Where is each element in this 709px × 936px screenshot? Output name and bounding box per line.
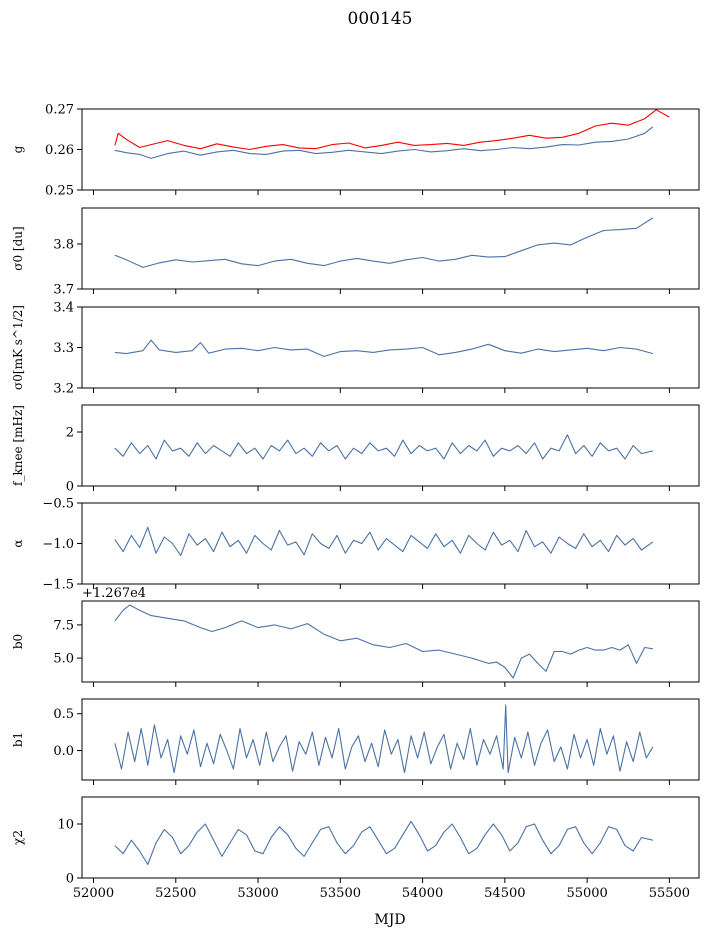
- y-axis-label: f_knee [mHz]: [11, 405, 25, 486]
- panel-3: 3.2 3.3 3.4 σ0[mK s^1/2]: [11, 301, 700, 397]
- x-tick-label: 52500: [155, 886, 196, 901]
- y-axis-label: χ2: [11, 830, 25, 845]
- series-line-2: [114, 109, 670, 151]
- axes-frame: [81, 796, 700, 879]
- axes-frame: [81, 207, 700, 290]
- y-tick-label: 2: [66, 426, 74, 441]
- y-axis-label: b1: [11, 732, 25, 747]
- panels: 0.25 0.26 0.27 g 3.7 3.8 σ0 [du] 3.2 3.3 3.4 σ0[mK…: [11, 103, 700, 901]
- y-tick-label: 3.4: [53, 301, 74, 316]
- x-axis-label: MJD: [374, 912, 405, 928]
- panel-7: 0.0 0.5 b1: [11, 698, 700, 785]
- y-axis-label: b0: [11, 634, 25, 649]
- y-axis-label: g: [11, 145, 25, 153]
- y-tick-label: 0.25: [45, 184, 74, 199]
- series-line-1: [114, 217, 654, 268]
- panel-1: 0.25 0.26 0.27 g: [11, 103, 700, 199]
- y-tick-label: 3.8: [53, 238, 74, 253]
- panel-4: 0 2 f_knee [mHz]: [11, 404, 700, 495]
- series-line-1: [114, 339, 654, 357]
- y-tick-label: 0.26: [45, 143, 74, 158]
- x-tick-label: 55000: [566, 886, 607, 901]
- axes-frame: [81, 108, 700, 191]
- y-tick-label: −1.0: [42, 537, 74, 552]
- y-tick-label: 3.7: [53, 283, 74, 298]
- panel-2: 3.7 3.8 σ0 [du]: [11, 207, 700, 298]
- y-tick-label: −1.5: [42, 578, 74, 593]
- series-line-1: [114, 434, 654, 460]
- y-axis-label: σ0[mK s^1/2]: [11, 305, 25, 390]
- series-line-1: [114, 526, 654, 557]
- y-tick-label: 3.2: [53, 382, 74, 397]
- y-tick-label: 0.27: [45, 103, 74, 118]
- x-tick-label: 54000: [402, 886, 443, 901]
- axes-frame: [81, 306, 700, 389]
- y-tick-label: 7.5: [53, 618, 74, 633]
- axes-frame: [81, 600, 700, 683]
- x-tick-label: 54500: [484, 886, 525, 901]
- y-tick-label: 3.3: [53, 341, 74, 356]
- axes-frame: [81, 698, 700, 781]
- y-axis-label: σ0 [du]: [11, 226, 25, 270]
- y-tick-label: 5.0: [53, 652, 74, 667]
- y-tick-label: 0.5: [53, 707, 74, 722]
- panel-6: 5.0 7.5 +1.267e4 b0: [11, 586, 700, 687]
- y-tick-label: 0: [66, 480, 74, 495]
- y-tick-label: −0.5: [42, 497, 74, 512]
- x-tick-label: 53000: [237, 886, 278, 901]
- x-tick-label: 53500: [320, 886, 361, 901]
- y-tick-label: 10: [57, 818, 74, 833]
- y-axis-label: α: [11, 539, 25, 547]
- figure-title: 000145: [348, 9, 413, 29]
- series-line-1: [114, 126, 654, 159]
- panel-8: 0 10 52000 52500 53000 53500 54000 54500 55000 55…: [11, 796, 700, 901]
- x-tick-label: 52000: [73, 886, 114, 901]
- panel-5: −1.5 −1.0 −0.5 α: [11, 497, 700, 593]
- y-tick-label: 0: [66, 872, 74, 887]
- x-tick-label: 55500: [649, 886, 690, 901]
- axes-frame: [81, 502, 700, 585]
- series-line-1: [114, 704, 654, 774]
- series-line-1: [114, 604, 653, 679]
- y-tick-label: 0.0: [53, 744, 74, 759]
- y-offset-label: +1.267e4: [82, 586, 146, 601]
- axes-frame: [81, 404, 700, 487]
- series-line-1: [114, 820, 654, 866]
